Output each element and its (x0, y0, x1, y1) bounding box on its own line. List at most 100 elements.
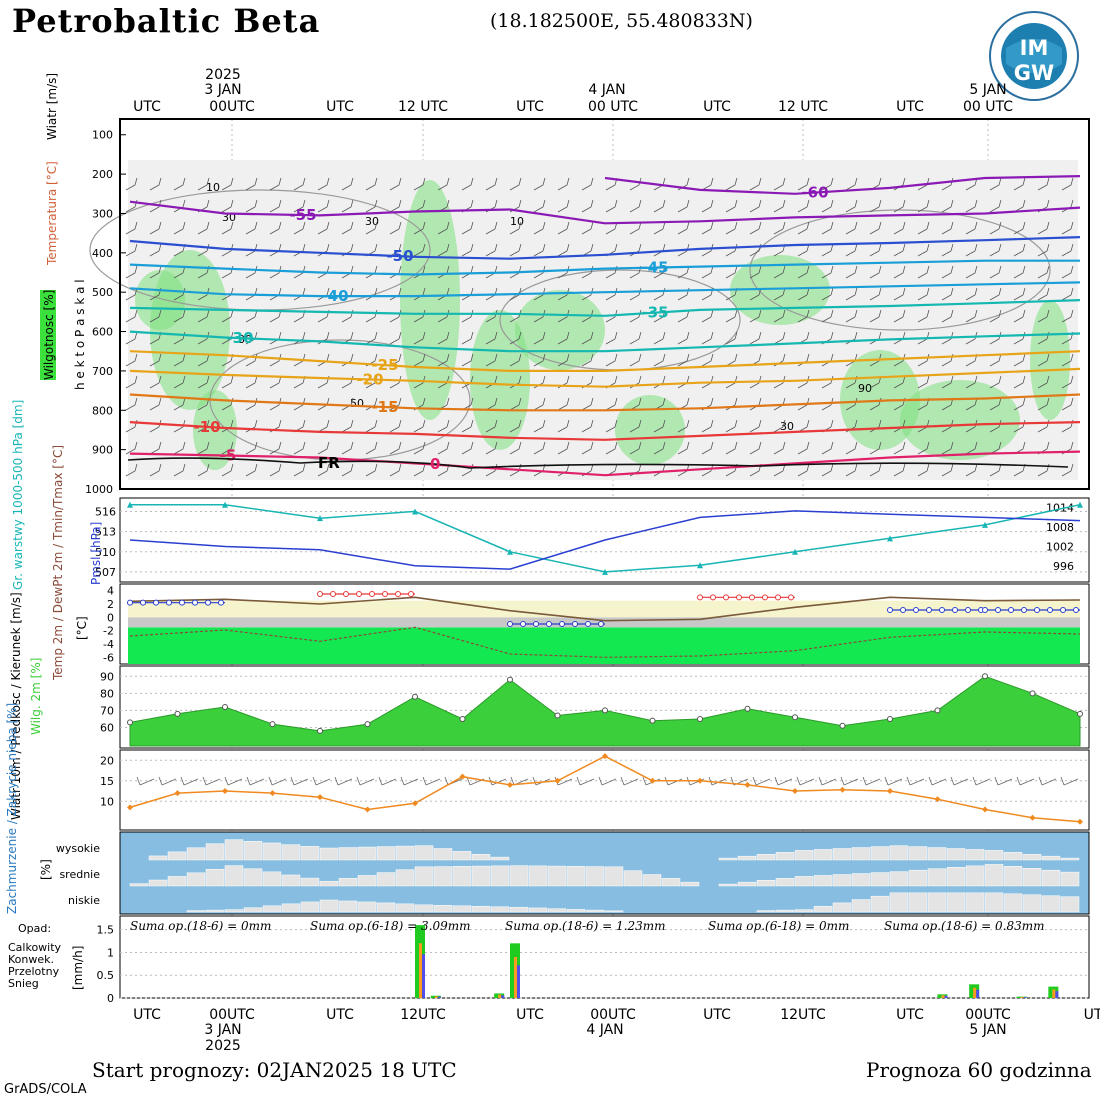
wind-barb (365, 441, 378, 455)
temperature-side-label: Temperatura [°C] (45, 161, 59, 266)
humidity-tick-label: 80 (100, 687, 114, 700)
tmax-marker (697, 594, 703, 601)
wind-barb (725, 441, 738, 455)
isotherm-line (129, 350, 1081, 372)
wind-barb (245, 177, 258, 191)
cloud-bar (604, 866, 624, 887)
humidity-marker (649, 717, 656, 724)
pmsl-tick-label: 1008 (1046, 521, 1074, 534)
wind-barb (413, 353, 426, 367)
bottom-date-label: 4 JAN (586, 1022, 623, 1038)
cloud-bar (1060, 896, 1080, 913)
wind-barb (1013, 375, 1026, 389)
wind-barb (1037, 287, 1050, 301)
wind-barb (197, 375, 210, 389)
tmax-marker (788, 594, 794, 601)
wind-axis-label: Wiatr 10m / Predkosc / Kierunek [m/s] (9, 592, 23, 820)
wind-barb (749, 441, 762, 455)
wind-barb (797, 221, 810, 235)
wind-barb (677, 331, 690, 345)
wind-barb (1037, 375, 1050, 389)
wind-barb (125, 375, 138, 389)
cloud-bar (927, 847, 947, 861)
cloud-bar (832, 848, 852, 861)
cloud-bar (566, 909, 586, 913)
wind-barb (365, 331, 378, 345)
humidity-contour-label: 90 (858, 382, 872, 395)
wind-direction-barb (1038, 776, 1057, 786)
wind-barb (221, 309, 234, 323)
cloud-bar (965, 849, 985, 861)
pressure-tick-label: 100 (92, 129, 113, 142)
tmin-marker (598, 621, 604, 627)
wind-barb (677, 441, 690, 455)
wind-speed-marker (792, 788, 798, 795)
wind-barb (893, 265, 906, 279)
wind-barb (149, 177, 162, 191)
tmax-marker (736, 594, 742, 601)
cloud-bar (851, 899, 871, 913)
wind-direction-barb (158, 776, 177, 786)
isotherm-label: -10 (193, 418, 220, 436)
wind-barb (557, 199, 570, 213)
wind-barb (413, 441, 426, 455)
wind-direction-barb (1016, 776, 1035, 786)
isotherm-line (129, 393, 1081, 412)
cloud-bar (1060, 871, 1080, 887)
isotherm-label: -60 (801, 184, 828, 202)
wind-barb (1037, 353, 1050, 367)
wind-barb (893, 243, 906, 257)
wind-barb (821, 199, 834, 213)
wind-speed-marker (412, 800, 418, 807)
cloud-level-label: wysokie (56, 842, 100, 855)
cloud-bar (984, 892, 1004, 913)
cloud-bar (794, 850, 814, 861)
wind-barb (197, 441, 210, 455)
thickness-marker (127, 501, 133, 508)
tmin-marker (533, 621, 539, 627)
precip-snow-bar (422, 954, 425, 998)
cloud-bar (1041, 895, 1061, 913)
precip-showers-bar (419, 943, 422, 998)
cloud-bar (813, 875, 833, 887)
cloud-level-label: srednie (59, 868, 100, 881)
wind-barb (941, 463, 954, 477)
wind-barb (845, 287, 858, 301)
precip-snow-bar (1023, 997, 1027, 998)
cloud-bar (414, 904, 434, 913)
wind-speed-marker (222, 788, 228, 795)
thickness-marker (602, 568, 608, 575)
tmin-marker (520, 621, 526, 627)
pressure-tick-label: 400 (92, 247, 113, 260)
precip-sum-label: Suma op.(18-6) = 0.83mm (884, 919, 1045, 933)
wind-barb (341, 463, 354, 477)
tmin-marker (572, 621, 578, 627)
tmax-marker (749, 594, 755, 601)
wind-direction-barb (972, 776, 991, 786)
wind-barb (989, 397, 1002, 411)
tmin-marker (218, 599, 224, 606)
wind-direction-barb (884, 776, 903, 786)
wind-barb (869, 199, 882, 213)
wind-barb (509, 177, 522, 191)
bottom-date-label: 2025 (205, 1038, 241, 1054)
thickness-tick-label: 516 (95, 505, 116, 518)
wind-barb (533, 243, 546, 257)
cloud-bar (908, 869, 928, 887)
wind-barb (125, 397, 138, 411)
humidity-area (470, 310, 530, 450)
cloud-bar (851, 873, 871, 887)
humidity-area (400, 180, 460, 420)
wind-barb (701, 309, 714, 323)
top-time-label: UTC (703, 99, 731, 115)
wind-barb (797, 287, 810, 301)
precip-snow-bar (517, 965, 520, 998)
wind-barb (749, 177, 762, 191)
wind-barb (149, 463, 162, 477)
isotherm-label: -35 (641, 304, 668, 322)
wind-barb (1013, 287, 1026, 301)
cloud-bar (680, 881, 700, 887)
wind-direction-barb (840, 776, 859, 786)
tmin-marker (559, 621, 565, 627)
wind-barb (629, 419, 642, 433)
